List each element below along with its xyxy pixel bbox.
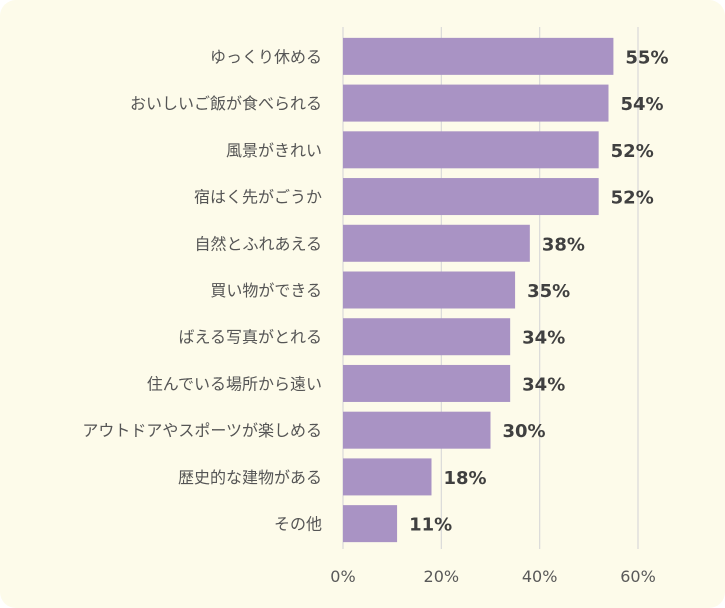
value-label: 30% — [503, 421, 546, 442]
bar — [343, 411, 491, 449]
x-tick-label: 60% — [620, 567, 656, 586]
x-tick-label: 20% — [424, 567, 460, 586]
category-label: アウトドアやスポーツが楽しめる — [82, 421, 322, 440]
bar — [343, 178, 599, 216]
value-label: 34% — [522, 328, 565, 349]
value-label: 55% — [625, 47, 668, 68]
value-label: 38% — [542, 234, 585, 255]
value-label: 34% — [522, 374, 565, 395]
bar — [343, 37, 614, 75]
category-label: 買い物ができる — [210, 281, 322, 300]
bar — [343, 224, 530, 262]
value-label: 52% — [611, 188, 654, 209]
category-label: ゆっくり休める — [210, 47, 322, 66]
category-label: 住んでいる場所から遠い — [147, 374, 322, 393]
bar — [343, 364, 511, 402]
x-tick-label: 0% — [330, 567, 355, 586]
category-label: おいしいご飯が食べられる — [130, 94, 322, 113]
value-label: 11% — [409, 515, 452, 536]
category-label: 宿はく先がごうか — [194, 188, 322, 207]
bar — [343, 318, 511, 356]
bar — [343, 271, 516, 309]
value-label: 54% — [621, 94, 664, 115]
x-tick-label: 40% — [522, 567, 558, 586]
value-label: 35% — [527, 281, 570, 302]
value-label: 18% — [444, 468, 487, 489]
category-label: その他 — [274, 515, 322, 534]
bars — [343, 37, 614, 543]
value-label: 52% — [611, 141, 654, 162]
category-labels: ゆっくり休めるおいしいご飯が食べられる風景がきれい宿はく先がごうか自然とふれあえ… — [82, 47, 322, 533]
bar — [343, 131, 599, 169]
category-label: 風景がきれい — [226, 141, 322, 160]
category-label: ばえる写真がとれる — [178, 328, 322, 347]
bar — [343, 458, 432, 496]
category-label: 歴史的な建物がある — [178, 468, 322, 487]
bar — [343, 505, 398, 543]
category-label: 自然とふれあえる — [194, 234, 322, 253]
bar — [343, 84, 609, 122]
value-labels: 55% 54% 52% 52% 38% 35% 34% 34% 30% 18% 11% — [409, 47, 668, 535]
x-axis-ticks: 0% 20% 40% 60% — [330, 567, 655, 586]
